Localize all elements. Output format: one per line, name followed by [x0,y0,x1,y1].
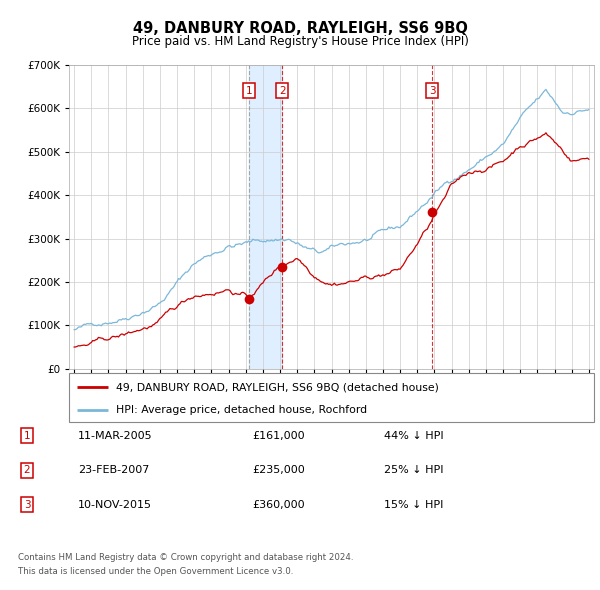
Text: £161,000: £161,000 [252,431,305,441]
Text: 2: 2 [279,86,286,96]
Text: 23-FEB-2007: 23-FEB-2007 [78,465,149,475]
Text: 49, DANBURY ROAD, RAYLEIGH, SS6 9BQ: 49, DANBURY ROAD, RAYLEIGH, SS6 9BQ [133,21,467,36]
Text: £360,000: £360,000 [252,500,305,510]
Text: This data is licensed under the Open Government Licence v3.0.: This data is licensed under the Open Gov… [18,566,293,576]
Text: 1: 1 [245,86,252,96]
Text: Contains HM Land Registry data © Crown copyright and database right 2024.: Contains HM Land Registry data © Crown c… [18,553,353,562]
FancyBboxPatch shape [69,373,594,422]
Text: 3: 3 [23,500,31,510]
Text: 15% ↓ HPI: 15% ↓ HPI [384,500,443,510]
Text: Price paid vs. HM Land Registry's House Price Index (HPI): Price paid vs. HM Land Registry's House … [131,35,469,48]
Text: £235,000: £235,000 [252,465,305,475]
Text: 44% ↓ HPI: 44% ↓ HPI [384,431,443,441]
Bar [249,65,282,369]
Text: 3: 3 [429,86,436,96]
Text: 11-MAR-2005: 11-MAR-2005 [78,431,152,441]
Text: 2: 2 [23,465,31,475]
Text: 10-NOV-2015: 10-NOV-2015 [78,500,152,510]
Text: HPI: Average price, detached house, Rochford: HPI: Average price, detached house, Roch… [116,405,367,415]
Text: 1: 1 [23,431,31,441]
Text: 25% ↓ HPI: 25% ↓ HPI [384,465,443,475]
Text: 49, DANBURY ROAD, RAYLEIGH, SS6 9BQ (detached house): 49, DANBURY ROAD, RAYLEIGH, SS6 9BQ (det… [116,382,439,392]
